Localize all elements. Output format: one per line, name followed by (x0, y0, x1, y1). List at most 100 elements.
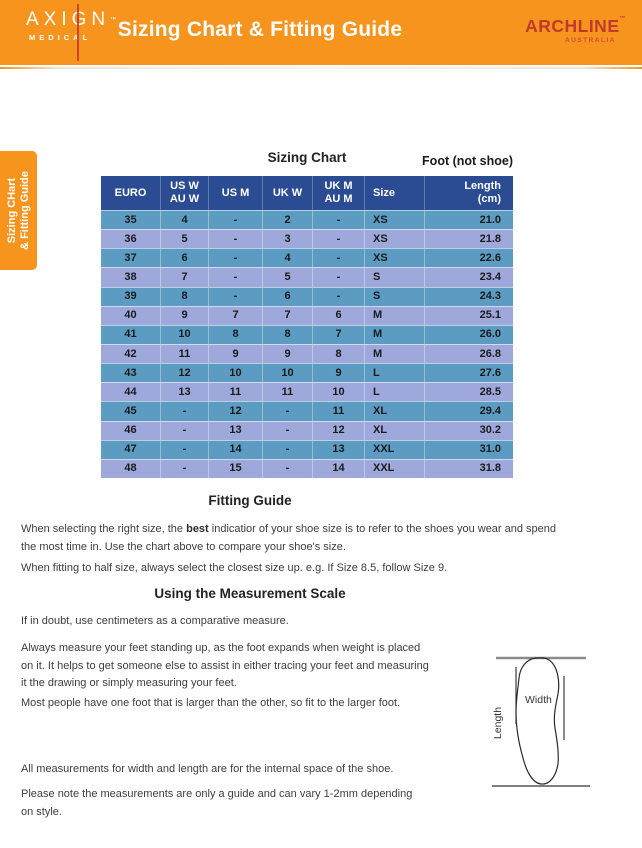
paragraph-text: indicatior of your shoe size is to refer… (21, 523, 557, 553)
table-cell: 45 (101, 402, 161, 421)
table-cell: 13 (161, 383, 209, 402)
table-cell: 21.0 (479, 213, 501, 226)
side-tab: Sizing CHart & Fitting Guide (0, 151, 37, 270)
axign-logo: AXIGN™ MEDICAL (26, 4, 126, 61)
fitting-guide-paragraph-1: When selecting the right size, the best … (21, 521, 621, 556)
table-cell: 14 (313, 459, 365, 478)
table-cell: 12 (313, 421, 365, 440)
table-cell: 10 (263, 364, 313, 383)
table-row: 46-13-12 XL 30.2 (101, 420, 513, 440)
table-row: 39 8-6- S 24.3 (101, 286, 513, 306)
table-header-cell: Length (cm) (464, 180, 501, 205)
table-header-cell: EURO (101, 176, 161, 210)
foot-outline (515, 657, 560, 785)
table-row: 47-14-13 XXL 31.0 (101, 439, 513, 459)
table-cell: 9 (209, 344, 263, 364)
table-row: 38 7-5- S 23.4 (101, 267, 513, 287)
table-cell: 40 (101, 306, 161, 325)
sizing-table: EURO US W AU W US M UK W UK M AU M Size Length… (101, 176, 513, 478)
table-cell: 39 (101, 287, 161, 306)
table-cell: 8 (161, 287, 209, 306)
table-cell: - (161, 421, 209, 440)
table-cell: 30.2 (479, 424, 501, 437)
table-cell: S (365, 287, 425, 306)
bold-emphasis: best (186, 523, 209, 535)
table-row: 36 5-3- XS 21.8 (101, 229, 513, 249)
table-cell: L (365, 383, 425, 402)
measurement-paragraph-4: All measurements for width and length ar… (21, 763, 394, 775)
table-cell: 7 (209, 306, 263, 325)
table-row: 42 11 9 9 8 M 26.8 (101, 343, 513, 364)
measurement-heading: Using the Measurement Scale (154, 586, 346, 601)
table-header-cell: Size (365, 176, 425, 210)
table-cell: 48 (101, 459, 161, 478)
axign-tm: ™ (110, 17, 117, 23)
table-cell: 26.8 (479, 347, 501, 360)
table-cell: 38 (101, 268, 161, 287)
table-cell: 43 (101, 364, 161, 383)
table-cell: 23.4 (479, 270, 501, 283)
table-cell: 13 (313, 440, 365, 459)
table-cell: 8 (209, 325, 263, 344)
table-cell: M (365, 306, 425, 325)
table-cell: 11 (313, 402, 365, 421)
table-cell: 27.6 (479, 366, 501, 379)
table-cell: - (263, 440, 313, 459)
fitting-guide-paragraph-2: When fitting to half size, always select… (21, 562, 448, 574)
table-cell: 37 (101, 249, 161, 268)
table-cell: 31.0 (479, 443, 501, 456)
table-cell: 35 (101, 211, 161, 230)
table-cell: - (161, 440, 209, 459)
table-cell: M (365, 325, 425, 344)
table-cell: M (365, 344, 425, 364)
measurement-paragraph-5: Please note the measurements are only a … (21, 788, 413, 818)
table-header-cell: US W AU W (161, 176, 209, 210)
archline-wordmark: ARCHLINE™ (496, 16, 626, 37)
table-cell: - (209, 268, 263, 287)
archline-name: ARCHLINE (525, 16, 620, 36)
table-cell: 47 (101, 440, 161, 459)
table-cell: - (263, 421, 313, 440)
table-cell: L (365, 364, 425, 383)
table-cell: 31.8 (479, 462, 501, 475)
table-cell: XL (365, 402, 425, 421)
table-cell: XS (365, 249, 425, 268)
axign-red-line (77, 4, 79, 61)
table-cell: 25.1 (479, 309, 501, 322)
table-cell: - (209, 211, 263, 230)
width-label: Width (525, 694, 552, 706)
table-row: 45-12-11 XL 29.4 (101, 401, 513, 421)
table-header-cell: UK M AU M (313, 176, 365, 210)
table-cell: 9 (263, 344, 313, 364)
table-cell: 13 (209, 421, 263, 440)
table-cell: 6 (263, 287, 313, 306)
table-cell: 2 (263, 211, 313, 230)
table-cell: 6 (313, 306, 365, 325)
table-cell: 5 (161, 230, 209, 249)
table-cell: 7 (161, 268, 209, 287)
table-cell: - (313, 287, 365, 306)
table-cell: 9 (161, 306, 209, 325)
table-row: 37 6-4- XS 22.6 (101, 248, 513, 268)
table-row: 43 12 10 10 9 L 27.6 (101, 363, 513, 383)
table-cell: - (263, 402, 313, 421)
table-cell: - (209, 230, 263, 249)
table-cell: 4 (263, 249, 313, 268)
table-cell: - (209, 287, 263, 306)
table-cell: - (313, 268, 365, 287)
table-cell: 24.3 (479, 290, 501, 303)
table-cell: 3 (263, 230, 313, 249)
table-row: 48-15-14 XXL 31.8 (101, 458, 513, 478)
table-cell: 15 (209, 459, 263, 478)
table-cell: - (313, 230, 365, 249)
sizing-chart-title: Sizing Chart (267, 150, 347, 165)
table-cell: 10 (313, 383, 365, 402)
table-cell: 7 (313, 325, 365, 344)
table-cell: XXL (365, 440, 425, 459)
paragraph-text: When selecting the right size, the (21, 523, 187, 535)
measurement-paragraph-3: Most people have one foot that is larger… (21, 697, 401, 709)
table-cell: 21.8 (479, 232, 501, 245)
table-cell: - (263, 459, 313, 478)
table-cell: 14 (209, 440, 263, 459)
header-divider-rule (0, 67, 642, 69)
